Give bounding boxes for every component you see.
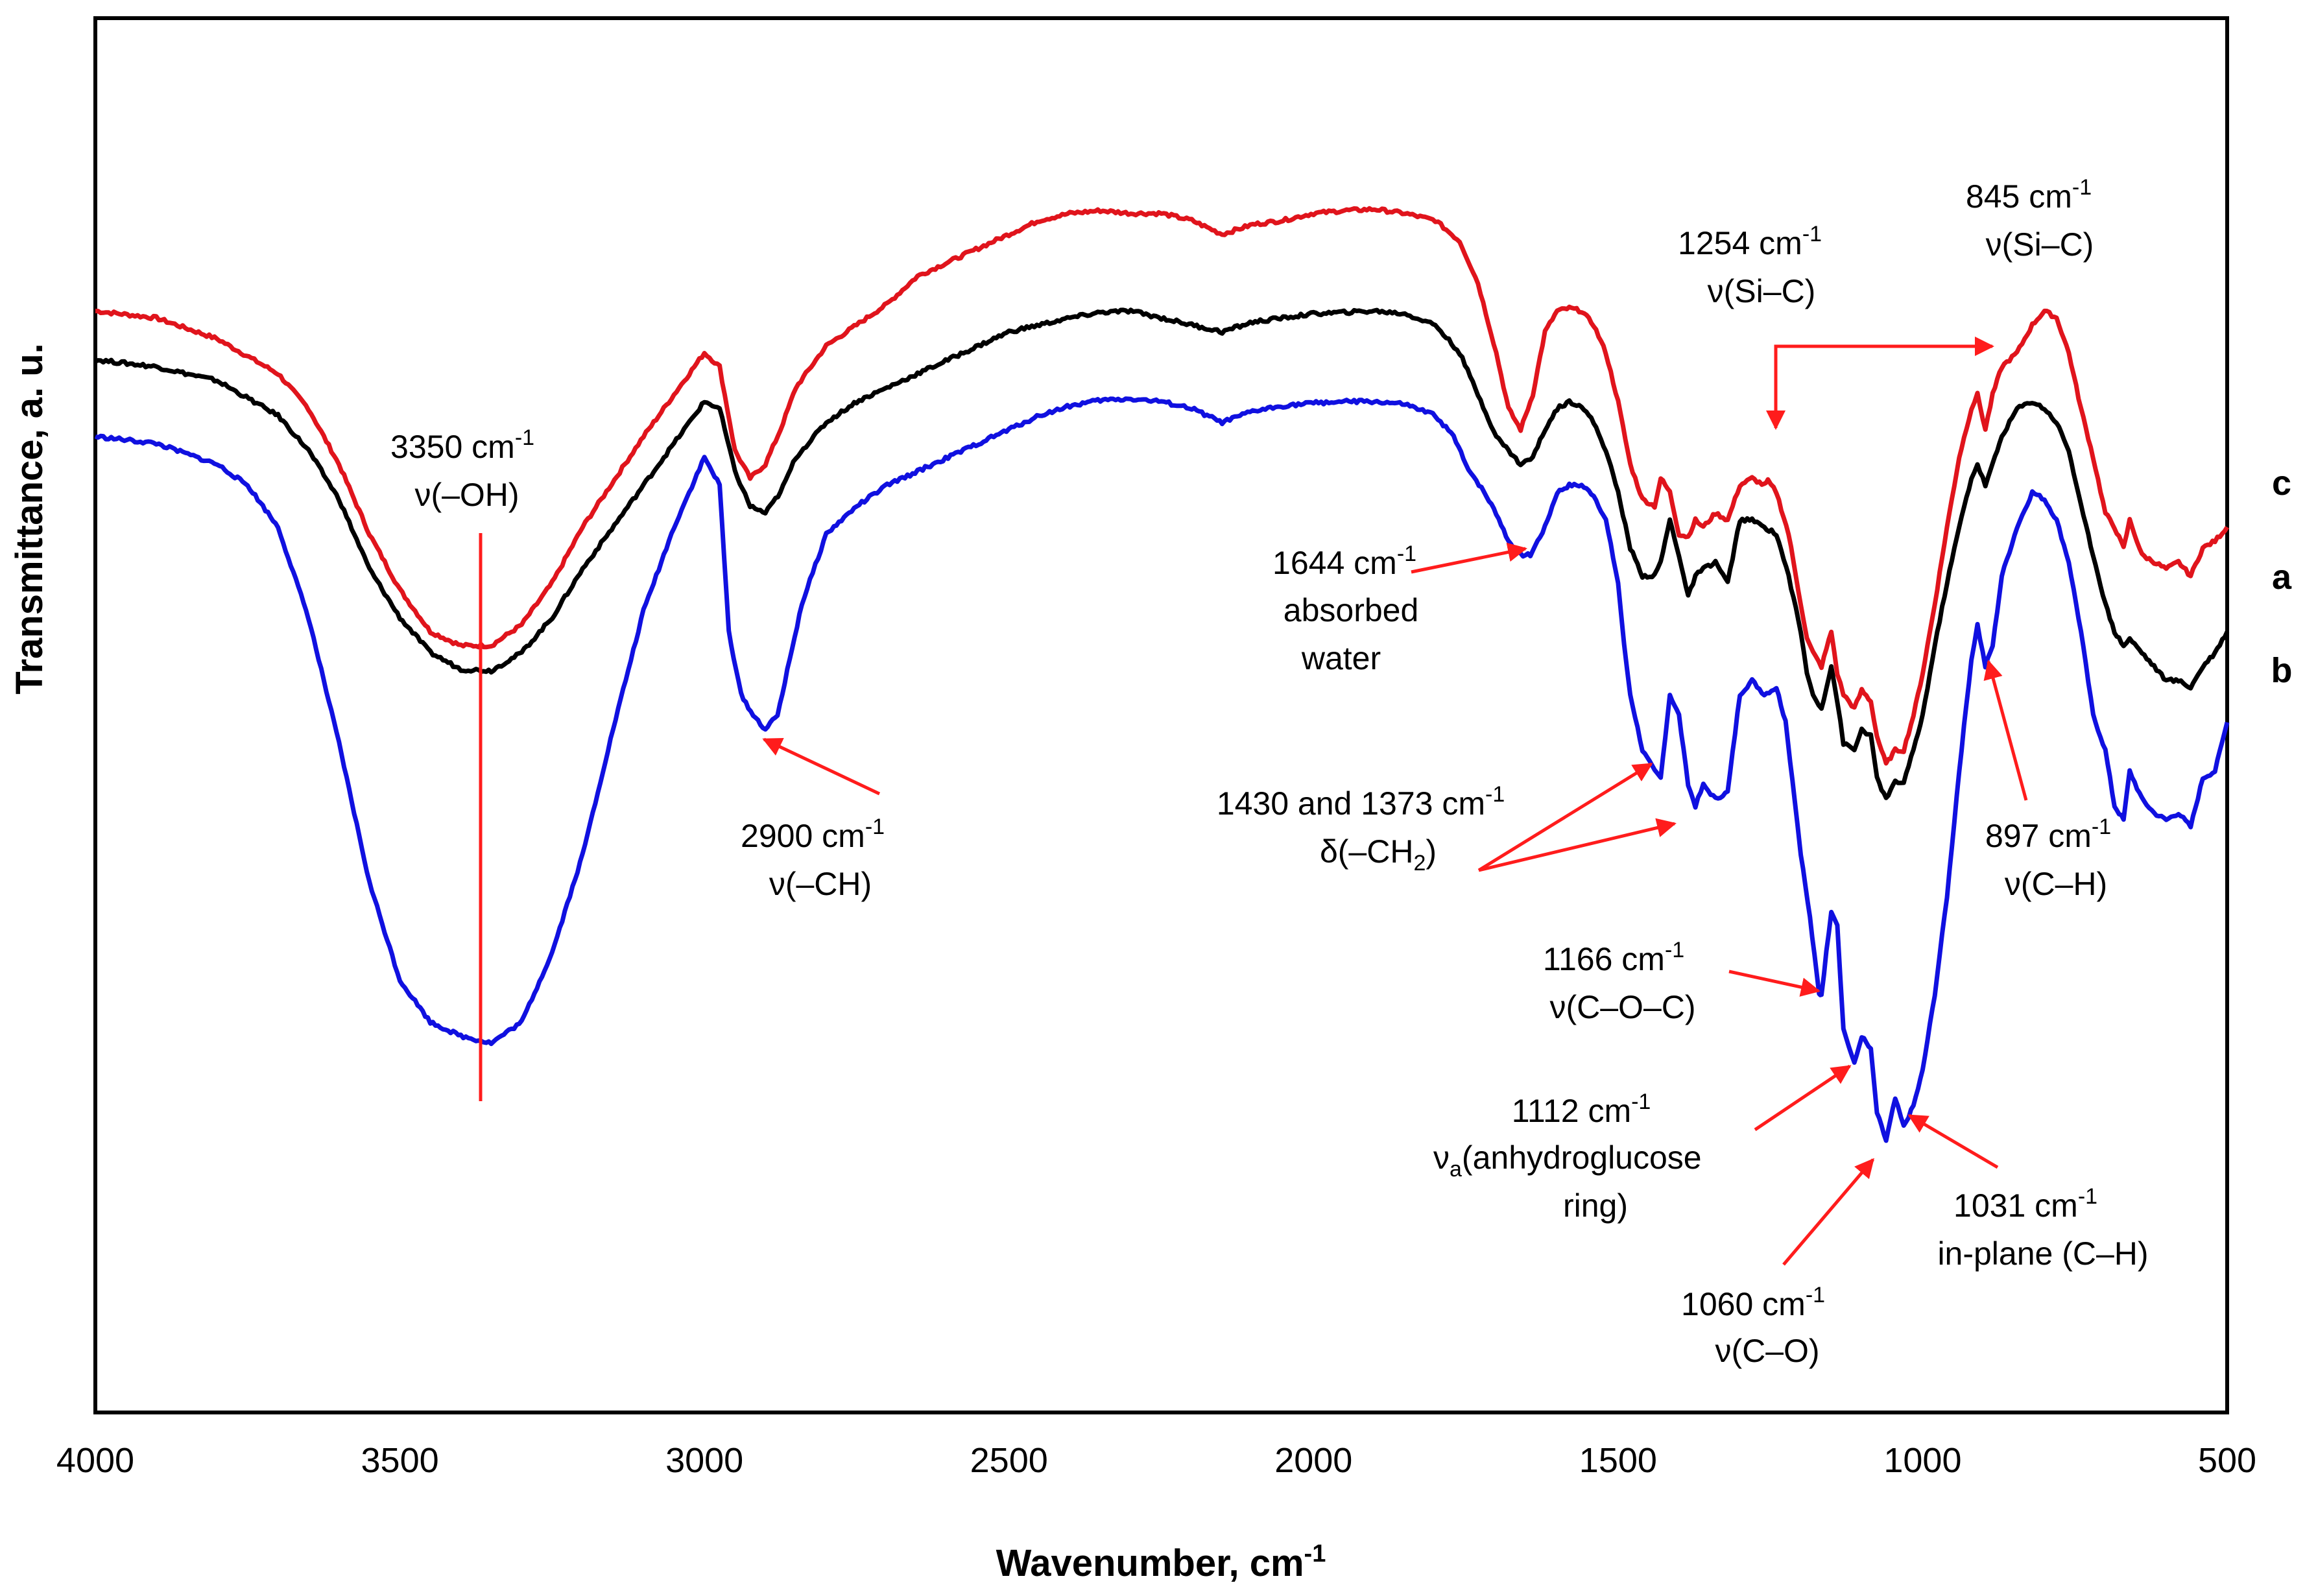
annotation-ch-num: 2900 cm [741, 818, 865, 854]
arrow-ch2-1373 [1478, 818, 1677, 872]
annotation-ring-nu: ν [1433, 1139, 1450, 1176]
annotation-sic1: 1254 cm-1 ν(Si–C) [1678, 212, 1831, 309]
arrow-coc [1728, 970, 1821, 997]
plot-frame [93, 16, 2229, 1414]
annotation-water-num: 1644 cm [1272, 545, 1397, 581]
annotation-sic2-num: 845 cm [1966, 178, 2072, 215]
annotation-ring-sub: a [1450, 1157, 1462, 1182]
y-axis-title: Transmittance, a. u. [8, 343, 51, 695]
x-axis-title-text: Wavenumber, cm [996, 1542, 1304, 1584]
x-tick-label: 2500 [970, 1441, 1048, 1480]
annotation-ch-label: ν(–CH) [769, 866, 872, 902]
x-tick-labels: 4000 3500 3000 2500 2000 1500 1000 500 [56, 1441, 2256, 1480]
annotation-water-sup: -1 [1397, 542, 1416, 566]
annotation-inplane-num: 1031 cm [1953, 1187, 2078, 1224]
annotation-sic1-num: 1254 cm [1678, 225, 1802, 261]
annotation-coc-sup: -1 [1665, 938, 1684, 962]
annotation-oh-num: 3350 cm [390, 429, 515, 465]
annotation-inplane-label: in-plane (C–H) [1937, 1235, 2148, 1272]
x-axis-title-sup: -1 [1304, 1540, 1326, 1567]
annotation-ch897-label: ν(C–H) [2005, 866, 2107, 902]
annotation-sic1-sup: -1 [1802, 222, 1822, 246]
x-tick-label: 3500 [361, 1441, 439, 1480]
series-line-c [95, 206, 2229, 766]
annotation-sic2-sup: -1 [2072, 175, 2092, 200]
arrow-ch [762, 737, 881, 796]
annotation-oh-label: ν(–OH) [414, 477, 519, 513]
annotation-ch: 2900 cm-1 ν(–CH) [741, 805, 894, 902]
annotation-inplane-sup: -1 [2078, 1184, 2097, 1209]
annotation-ch-sup: -1 [865, 815, 885, 839]
annotation-ring-num: 1112 cm [1512, 1093, 1631, 1129]
annotation-ch2: 1430 and 1373 cm-1 δ(–CH2) [1217, 772, 1514, 875]
annotation-water: 1644 cm-1 absorbed water [1272, 532, 1427, 676]
series-label-c: c [2272, 464, 2291, 503]
annotation-oh-sup: -1 [515, 425, 534, 450]
annotation-coc-num: 1166 cm [1543, 941, 1665, 977]
x-tick-label: 1000 [1883, 1441, 1961, 1480]
x-axis-title: Wavenumber, cm-1 [996, 1540, 1326, 1584]
annotation-ch2-sub: 2 [1413, 851, 1426, 875]
annotation-ring-sup: -1 [1631, 1090, 1651, 1114]
x-tick-label: 1500 [1579, 1441, 1657, 1480]
annotation-ring-l2: (anhydroglucose [1462, 1139, 1702, 1176]
annotation-ch897-num: 897 cm [1985, 818, 2092, 854]
annotation-ring-l3: ring) [1563, 1187, 1628, 1224]
series-group [94, 206, 2230, 1143]
annotation-sic2: 845 cm-1 ν(Si–C) [1966, 165, 2101, 263]
annotation-sic2-label: ν(Si–C) [1986, 226, 2094, 263]
annotation-water-l3: water [1301, 640, 1381, 676]
annotation-coc-label: ν(C–O–C) [1549, 989, 1695, 1025]
x-tick-label: 4000 [56, 1441, 134, 1480]
arrow-ch897 [1983, 660, 2028, 801]
annotation-water-l2: absorbed [1284, 592, 1419, 628]
arrow-ch2-1430 [1477, 762, 1653, 872]
arrow-sic-bracket [1766, 337, 1994, 430]
series-label-b: b [2271, 651, 2293, 690]
annotation-ch897: 897 cm-1 ν(C–H) [1985, 805, 2120, 902]
annotation-co: 1060 cm-1 ν(C–O) [1681, 1273, 1834, 1369]
annotation-co-sup: -1 [1806, 1283, 1825, 1307]
series-line-a [94, 307, 2230, 800]
annotation-oh: 3350 cm-1 ν(–OH) [390, 416, 543, 513]
annotation-ring: 1112 cm-1 νa(anhydroglucose ring) [1433, 1080, 1711, 1224]
annotation-ch2-num: 1430 and 1373 cm [1217, 785, 1485, 822]
x-tick-label: 3000 [665, 1441, 743, 1480]
arrow-inplane [1907, 1114, 1999, 1169]
series-label-a: a [2272, 558, 2292, 597]
x-tick-label: 500 [2198, 1441, 2256, 1480]
arrow-water [1411, 542, 1527, 574]
annotation-inplane: 1031 cm-1 in-plane (C–H) [1937, 1174, 2148, 1272]
annotation-ch2-delta: δ(–CH [1320, 833, 1414, 870]
annotation-ch2-close: ) [1426, 833, 1437, 870]
annotation-co-label: ν(C–O) [1715, 1333, 1819, 1369]
annotation-coc: 1166 cm-1 ν(C–O–C) [1543, 928, 1696, 1025]
annotation-ch2-sup: -1 [1485, 782, 1505, 807]
series-line-b [94, 396, 2230, 1143]
arrow-co [1782, 1158, 1874, 1266]
annotation-sic1-label: ν(Si–C) [1708, 273, 1816, 309]
arrow-ring [1754, 1064, 1852, 1132]
annotation-co-num: 1060 cm [1681, 1286, 1806, 1322]
annotation-ch897-sup: -1 [2092, 815, 2111, 839]
x-tick-label: 2000 [1274, 1441, 1352, 1480]
